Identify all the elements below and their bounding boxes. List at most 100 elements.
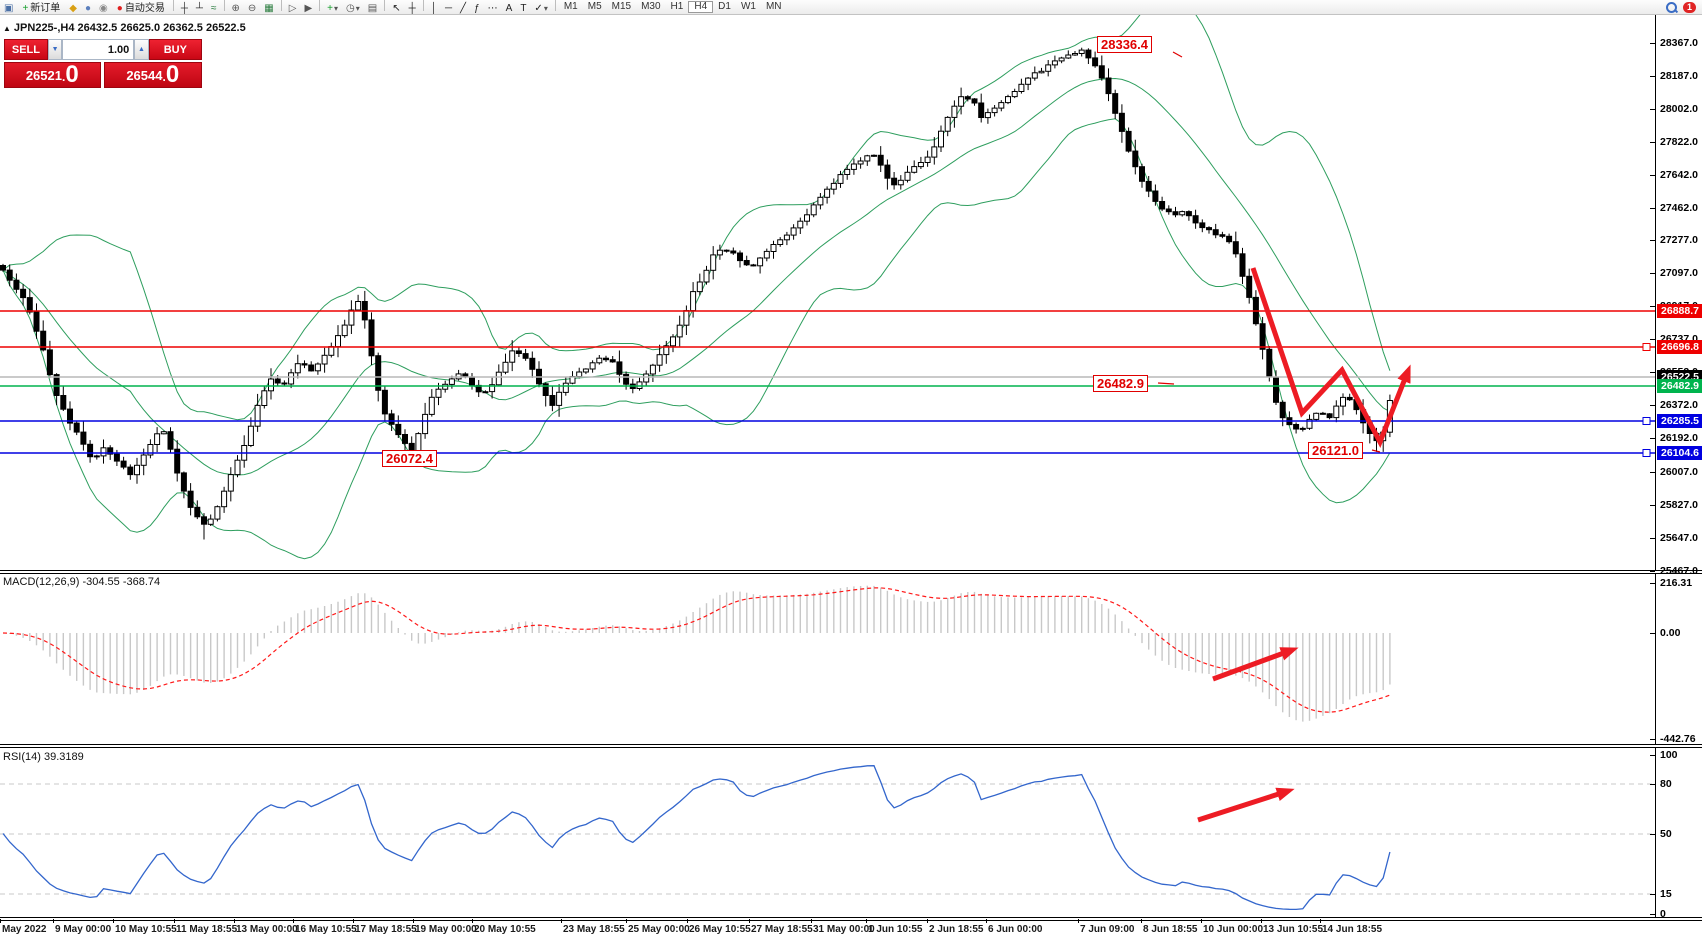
time-axis-tick bbox=[927, 919, 928, 923]
crosshair-style-icon[interactable]: ┼ bbox=[177, 2, 192, 15]
profile-icon: ● bbox=[85, 2, 92, 14]
timeframe-button-w1[interactable]: W1 bbox=[740, 1, 756, 12]
price-axis-label: 80 bbox=[1660, 778, 1672, 790]
zoom-in-icon[interactable]: ⊕ bbox=[228, 2, 244, 15]
time-axis-label: 23 May 18:55 bbox=[563, 924, 625, 935]
line-style-icon[interactable]: ≈ bbox=[207, 2, 221, 15]
period-icon[interactable]: ◷▾ bbox=[342, 2, 364, 15]
fibonacci-icon[interactable]: ƒ bbox=[470, 2, 484, 15]
new-order-button[interactable]: + 新订单 bbox=[17, 2, 65, 15]
price-badge-26285.5[interactable]: 26285.5 bbox=[1657, 414, 1702, 428]
fibo-expansion-icon[interactable]: ⋯ bbox=[484, 2, 502, 15]
trend-arrow-macd[interactable] bbox=[1212, 647, 1299, 682]
pane-separator-macd[interactable] bbox=[0, 570, 1702, 574]
chevron-down-icon: ▾ bbox=[334, 3, 339, 13]
line-handle[interactable] bbox=[1642, 343, 1651, 351]
label-icon[interactable]: T bbox=[516, 2, 530, 15]
toolbar-right-group: 1 bbox=[1666, 1, 1696, 13]
price-annotation-26072.4[interactable]: 26072.4 bbox=[382, 450, 437, 467]
timeframe-button-m15[interactable]: M15 bbox=[611, 1, 632, 12]
search-icon[interactable] bbox=[1666, 1, 1677, 13]
time-axis-tick bbox=[561, 919, 562, 923]
vline-icon[interactable]: │ bbox=[427, 2, 441, 15]
cursor-icon: ↖ bbox=[392, 2, 401, 14]
axis-tick bbox=[1650, 633, 1655, 634]
auto-trading-button-label: 自动交易 bbox=[124, 2, 165, 14]
timeframe-button-mn[interactable]: MN bbox=[765, 1, 782, 12]
trend-arrow-main[interactable] bbox=[1250, 267, 1411, 448]
time-axis-tick bbox=[986, 919, 987, 923]
cursor-icon[interactable]: ↖ bbox=[388, 2, 404, 15]
auto-trading-button[interactable]: ● 自动交易 bbox=[112, 2, 170, 15]
zoom-in-icon: ⊕ bbox=[231, 2, 240, 14]
pane-separator-rsi[interactable] bbox=[0, 744, 1702, 748]
templates-icon[interactable]: ▤ bbox=[364, 2, 381, 15]
time-axis-tick bbox=[811, 919, 812, 923]
price-annotation-28336.4[interactable]: 28336.4 bbox=[1097, 36, 1152, 53]
chart-file-icon[interactable]: ▣ bbox=[0, 2, 17, 15]
timeframe-button-m1[interactable]: M1 bbox=[563, 1, 578, 12]
time-axis-label: 26 May 10:55 bbox=[689, 924, 751, 935]
timeframe-button-m30[interactable]: M30 bbox=[641, 1, 661, 12]
time-axis-label: 16 May 10:55 bbox=[295, 924, 357, 935]
chart-shift-icon[interactable]: ▶ bbox=[300, 2, 316, 15]
time-axis-label: 25 May 00:00 bbox=[628, 924, 690, 935]
price-badge-26104.6[interactable]: 26104.6 bbox=[1657, 446, 1702, 460]
symbol-ohlc-text: JPN225-,H4 26432.5 26625.0 26362.5 26522… bbox=[13, 22, 246, 34]
time-axis-label: 31 May 00:00 bbox=[813, 924, 875, 935]
sell-button[interactable]: SELL bbox=[4, 39, 48, 60]
tile-windows-icon[interactable]: ▦ bbox=[260, 2, 277, 15]
trendline-icon[interactable]: ╱ bbox=[456, 2, 470, 15]
buy-price-display[interactable]: 26544. 0 bbox=[103, 62, 202, 88]
price-annotation-26482.9[interactable]: 26482.9 bbox=[1093, 375, 1148, 392]
price-axis-label: 25647.0 bbox=[1660, 532, 1698, 544]
hline-icon[interactable]: ─ bbox=[441, 2, 456, 15]
axis-tick bbox=[1650, 834, 1655, 835]
price-axis-label: 28367.0 bbox=[1660, 37, 1698, 49]
price-annotation-26121.0[interactable]: 26121.0 bbox=[1308, 442, 1363, 459]
profile-icon[interactable]: ● bbox=[81, 2, 95, 15]
price-axis-line[interactable] bbox=[1655, 14, 1656, 917]
collapse-panel-icon[interactable]: ▲ bbox=[3, 24, 11, 33]
time-axis-label: 8 Jun 18:55 bbox=[1143, 924, 1198, 935]
price-badge-26696.8[interactable]: 26696.8 bbox=[1657, 340, 1702, 354]
sell-price-display[interactable]: 26521. 0 bbox=[4, 62, 101, 88]
shapes-icon[interactable]: ✓▾ bbox=[530, 2, 551, 15]
time-axis-tick bbox=[1261, 919, 1262, 923]
rsi-line bbox=[2, 765, 1391, 911]
time-axis-label: 10 Jun 00:00 bbox=[1203, 924, 1264, 935]
time-axis-tick bbox=[1141, 919, 1142, 923]
broadcast-icon[interactable]: ◉ bbox=[95, 2, 112, 15]
bar-style-icon[interactable]: ┴ bbox=[192, 2, 207, 15]
deposit-icon[interactable]: ◆ bbox=[65, 2, 81, 15]
price-badge-26482.9[interactable]: 26482.9 bbox=[1657, 379, 1702, 393]
zoom-out-icon[interactable]: ⊖ bbox=[244, 2, 260, 15]
axis-tick bbox=[1650, 571, 1655, 572]
axis-tick bbox=[1650, 306, 1655, 307]
text-icon[interactable]: A bbox=[502, 2, 517, 15]
crosshair-icon[interactable]: ┼ bbox=[405, 2, 420, 15]
label-icon: T bbox=[520, 2, 527, 14]
auto-scroll-icon[interactable]: ▷ bbox=[285, 2, 301, 15]
timeframe-button-h1[interactable]: H1 bbox=[670, 1, 684, 12]
toolbar-separator bbox=[223, 0, 225, 11]
time-axis-tick bbox=[413, 919, 414, 923]
price-axis-label: 28187.0 bbox=[1660, 70, 1698, 82]
volume-input[interactable] bbox=[62, 39, 135, 60]
volume-increase-button[interactable]: ▲ bbox=[134, 39, 149, 60]
timeframe-toolbar: M1 M5 M15 M30 H1 H4 D1 W1 MN bbox=[559, 1, 787, 13]
timeframe-button-m5[interactable]: M5 bbox=[587, 1, 602, 12]
line-handle[interactable] bbox=[1642, 449, 1651, 457]
axis-tick bbox=[1650, 240, 1655, 241]
volume-decrease-button[interactable]: ▼ bbox=[47, 39, 63, 60]
timeframe-button-h4[interactable]: H4 bbox=[688, 1, 714, 13]
crosshair-icon: ┼ bbox=[408, 2, 416, 14]
timeframe-button-d1[interactable]: D1 bbox=[718, 1, 731, 12]
trend-arrow-rsi[interactable] bbox=[1197, 787, 1295, 823]
time-axis-label: May 2022 bbox=[2, 924, 47, 935]
notification-badge[interactable]: 1 bbox=[1683, 1, 1696, 13]
buy-button[interactable]: BUY bbox=[148, 39, 203, 60]
add-indicator-icon[interactable]: +▾ bbox=[323, 2, 342, 15]
line-handle[interactable] bbox=[1642, 417, 1651, 425]
price-badge-26888.7[interactable]: 26888.7 bbox=[1657, 304, 1702, 318]
